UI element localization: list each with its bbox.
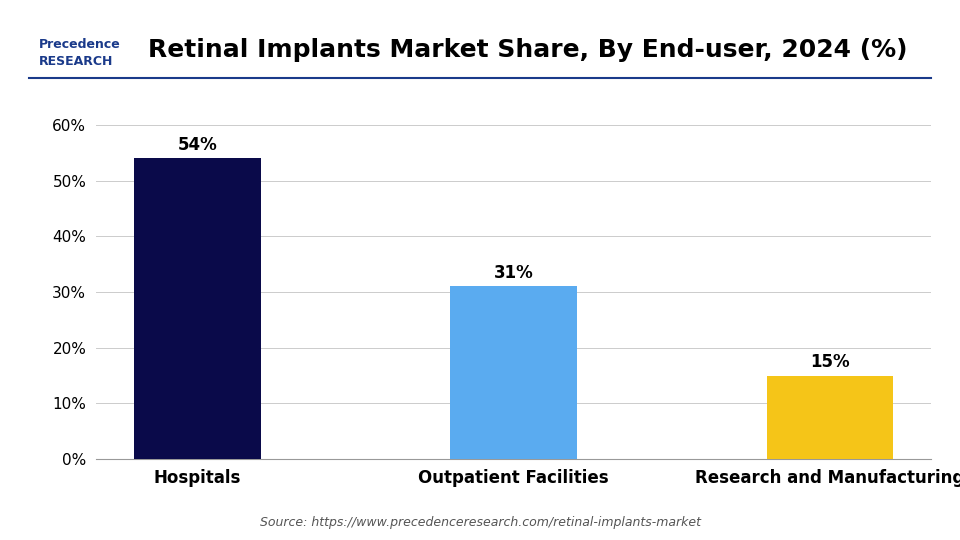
Text: Source: https://www.precedenceresearch.com/retinal-implants-market: Source: https://www.precedenceresearch.c… (259, 516, 701, 529)
Bar (767, 375, 893, 459)
Text: 31%: 31% (493, 264, 534, 282)
Bar (134, 158, 260, 459)
Text: Retinal Implants Market Share, By End-user, 2024 (%): Retinal Implants Market Share, By End-us… (148, 38, 908, 62)
Text: 54%: 54% (178, 136, 217, 154)
Text: 15%: 15% (810, 353, 850, 371)
Text: Precedence
RESEARCH: Precedence RESEARCH (38, 38, 120, 68)
Bar (450, 286, 577, 459)
